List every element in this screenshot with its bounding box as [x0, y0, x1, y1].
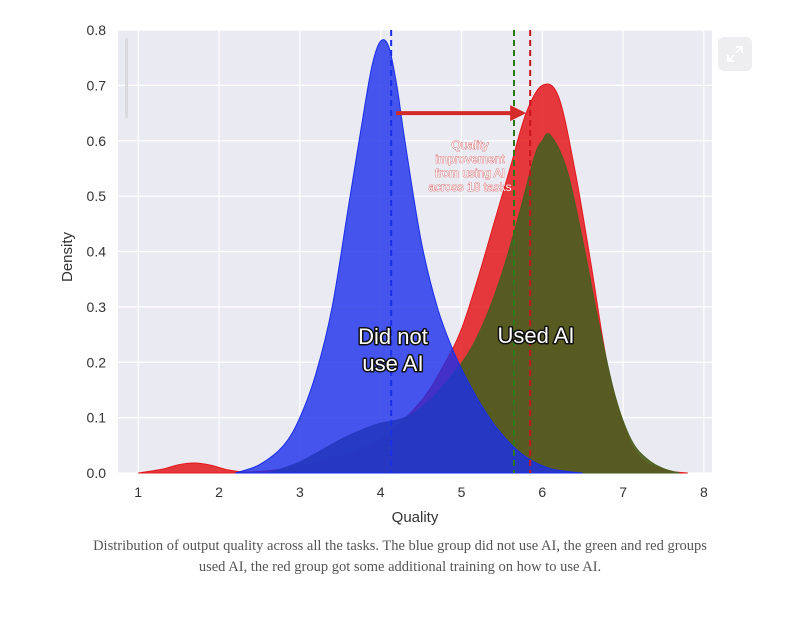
- figure-caption: Distribution of output quality across al…: [93, 538, 707, 575]
- y-axis-label: Density: [59, 231, 76, 282]
- arrow-note-line: Quality: [451, 138, 488, 152]
- x-tick-label: 1: [134, 484, 142, 500]
- x-tick-label: 2: [215, 484, 223, 500]
- y-tick-label: 0.7: [87, 77, 107, 93]
- x-tick-label: 8: [700, 484, 708, 500]
- y-tick-label: 0.6: [87, 133, 107, 149]
- improvement-arrow-head: [510, 105, 527, 122]
- expand-arrows-icon: [727, 46, 743, 62]
- y-tick-label: 0.2: [87, 354, 107, 370]
- x-tick-label: 6: [538, 484, 546, 500]
- scroll-indicator: [125, 38, 128, 118]
- y-tick-label: 0.5: [87, 188, 107, 204]
- y-tick-label: 0.4: [87, 244, 107, 260]
- y-tick-label: 0.1: [87, 410, 107, 426]
- density-area-2: [235, 39, 583, 474]
- green-group-label: Used AI: [497, 323, 574, 348]
- arrow-note-line: improvement: [435, 152, 505, 166]
- x-tick-label: 5: [458, 484, 466, 500]
- arrow-note-line: across 18 tasks: [428, 180, 511, 194]
- density-chart: 1 2 3 4 5 6 7 8 0.0 0.1 0.2 0.3 0.4 0.5 0.6 0.7 0.8 Qual…: [59, 22, 712, 526]
- arrow-note-line: from using AI: [435, 166, 505, 180]
- y-tick-label: 0.0: [87, 465, 107, 481]
- y-tick-label: 0.3: [87, 299, 107, 315]
- x-tick-label: 3: [296, 484, 304, 500]
- y-tick-label: 0.8: [87, 22, 107, 38]
- mean-lines: [390, 30, 532, 473]
- blue-group-label: Did not: [358, 324, 428, 349]
- blue-group-label: use AI: [362, 351, 423, 376]
- x-axis-label: Quality: [392, 509, 439, 526]
- axis-ticks: 1 2 3 4 5 6 7 8 0.0 0.1 0.2 0.3 0.4 0.5 0.6 0.7 0.8: [87, 22, 708, 500]
- density-areas: [138, 39, 688, 474]
- x-tick-label: 4: [377, 484, 385, 500]
- expand-button[interactable]: [718, 37, 752, 71]
- x-tick-label: 7: [619, 484, 627, 500]
